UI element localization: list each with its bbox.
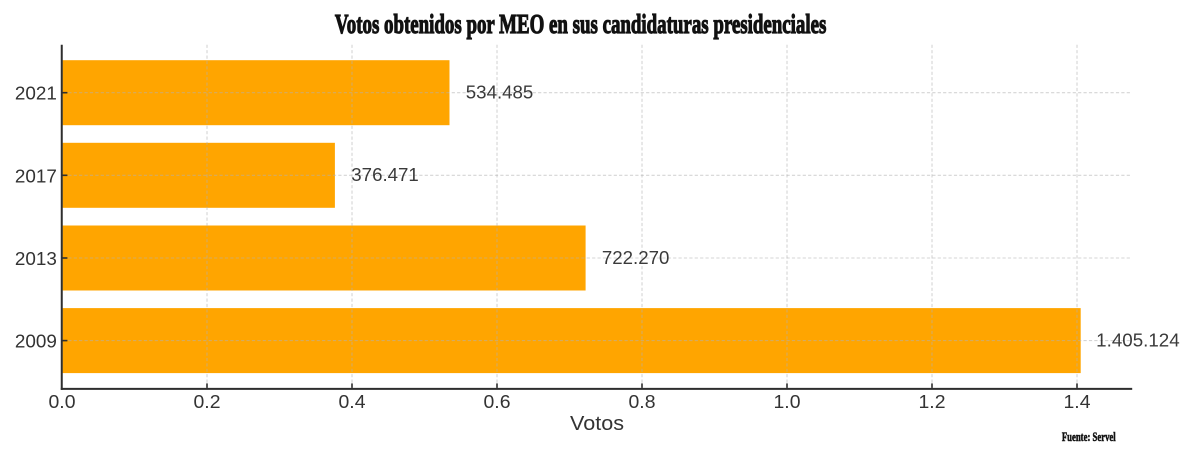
svg-text:0.8: 0.8 bbox=[629, 392, 656, 412]
svg-text:1.0: 1.0 bbox=[774, 392, 801, 412]
svg-text:1.2: 1.2 bbox=[919, 392, 946, 412]
svg-text:722.270: 722.270 bbox=[602, 248, 670, 268]
svg-text:534.485: 534.485 bbox=[466, 83, 534, 103]
svg-text:2009: 2009 bbox=[15, 332, 57, 352]
svg-text:Fuente: Servel: Fuente: Servel bbox=[1062, 430, 1116, 444]
svg-text:2017: 2017 bbox=[15, 166, 57, 186]
svg-text:0.6: 0.6 bbox=[484, 392, 511, 412]
svg-text:Votos obtenidos por MEO en sus: Votos obtenidos por MEO en sus candidatu… bbox=[335, 10, 827, 40]
svg-text:376.471: 376.471 bbox=[351, 165, 419, 185]
svg-text:0.2: 0.2 bbox=[194, 392, 221, 412]
svg-text:0.4: 0.4 bbox=[339, 392, 366, 412]
svg-text:Votos: Votos bbox=[570, 413, 624, 435]
svg-text:2021: 2021 bbox=[15, 84, 57, 104]
svg-text:0.0: 0.0 bbox=[49, 392, 76, 412]
svg-text:2013: 2013 bbox=[15, 249, 57, 269]
svg-text:1.405.124: 1.405.124 bbox=[1096, 331, 1180, 351]
svg-text:1.4: 1.4 bbox=[1064, 392, 1091, 412]
